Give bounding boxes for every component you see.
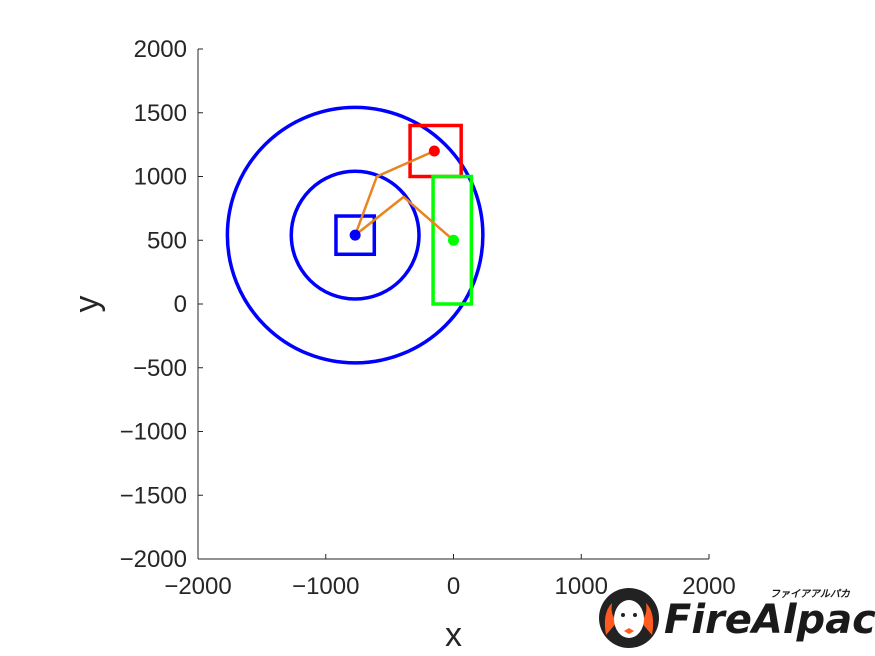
- axes: −2000 −1500 −1000 −500 0 500 1000 1500 2000 −200…: [120, 36, 736, 600]
- y-tick-label: 0: [174, 291, 187, 318]
- x-tick-label: 2000: [682, 573, 735, 600]
- y-axis-label: y: [68, 296, 106, 313]
- alpaca-face-icon: [614, 600, 644, 638]
- blue-rect: [334, 214, 377, 257]
- path-to-red: [353, 149, 435, 236]
- plot-marks: [225, 105, 485, 365]
- logo-flame-left: [604, 603, 618, 635]
- red-point: [428, 145, 440, 157]
- logo-katakana: ファイアアルパカ: [770, 588, 851, 600]
- logo-flame-right: [640, 603, 654, 635]
- x-tick-label: −2000: [164, 573, 231, 600]
- x-tick-label: 1000: [555, 573, 608, 600]
- y-tick-label: 1500: [134, 100, 187, 127]
- outer-circle: [225, 105, 485, 365]
- y-tick-label: −2000: [120, 546, 187, 573]
- y-tick-label: 500: [147, 227, 187, 254]
- x-tick-label: 0: [447, 573, 460, 600]
- y-tick-label: −1500: [120, 482, 187, 509]
- green-point: [448, 234, 459, 246]
- path-to-green: [354, 195, 455, 242]
- x-ticks: −2000 −1000 0 1000 2000: [164, 554, 736, 600]
- green-rect: [431, 174, 474, 306]
- logo-bowtie: [624, 628, 634, 634]
- blue-point: [349, 229, 361, 241]
- y-tick-label: −500: [133, 355, 187, 382]
- logo-wordmark: FireAlpaca: [664, 597, 875, 643]
- y-tick-label: 2000: [134, 36, 187, 63]
- x-tick-label: −1000: [292, 573, 359, 600]
- y-tick-label: −1000: [120, 419, 187, 446]
- inner-circle: [289, 169, 421, 301]
- y-tick-label: 1000: [134, 164, 187, 191]
- y-ticks: −2000 −1500 −1000 −500 0 500 1000 1500 2000: [120, 36, 203, 573]
- firealpaca-logo: FireAlpaca ファイアアルパカ: [599, 588, 875, 648]
- x-axis-label: x: [445, 616, 462, 654]
